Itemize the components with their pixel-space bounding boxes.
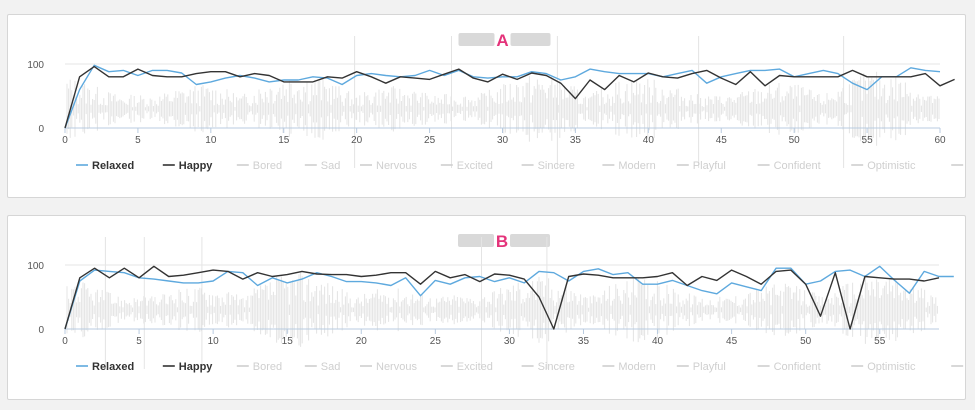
legend-item-sad[interactable]: Sad (304, 160, 341, 172)
legend-label: Playful (693, 361, 726, 373)
chart-b-svg: B 0 100 0 5 10 15 20 25 30 35 40 45 50 55 Relaxed Happy B… (27, 232, 965, 373)
chart-legend: Relaxed Happy Bored Sad Nervous Excited Sincer… (76, 361, 965, 373)
x-tick-label: 10 (205, 135, 217, 146)
legend-item-modern[interactable]: Modern (602, 361, 656, 373)
legend-item-authentic[interactable]: Authentic (951, 160, 965, 172)
x-tick-label: 5 (135, 135, 141, 146)
chart-legend: Relaxed Happy Bored Sad Nervous Excited Sincer… (76, 160, 965, 172)
legend-item-excited[interactable]: Excited (440, 361, 493, 373)
chart-title-letter: B (496, 232, 508, 251)
legend-item-optimistic[interactable]: Optimistic (851, 160, 916, 172)
legend-label: Excited (457, 361, 493, 373)
chart-title-letter: A (496, 31, 508, 50)
legend-item-sincere[interactable]: Sincere (521, 160, 575, 172)
legend-label: Playful (693, 160, 726, 172)
x-tick-label: 5 (136, 336, 142, 347)
legend-item-happy[interactable]: Happy (162, 361, 214, 373)
x-tick-label: 60 (934, 135, 946, 146)
waveform-background (66, 36, 940, 168)
legend-item-relaxed[interactable]: Relaxed (76, 160, 134, 172)
legend-item-nervous[interactable]: Nervous (360, 160, 417, 172)
legend-label: Optimistic (867, 160, 916, 172)
x-tick-label: 55 (874, 336, 886, 347)
x-tick-label: 15 (282, 336, 294, 347)
series-line-happy[interactable] (64, 65, 955, 129)
x-tick-label: 50 (789, 135, 801, 146)
y-tick-label: 100 (27, 261, 44, 272)
x-tick-label: 30 (497, 135, 509, 146)
y-tick-label: 100 (27, 60, 44, 71)
x-tick-label: 10 (208, 336, 220, 347)
x-tick-label: 20 (356, 336, 368, 347)
x-tick-label: 0 (62, 135, 68, 146)
x-tick-label: 35 (578, 336, 590, 347)
legend-label: Sincere (538, 361, 575, 373)
legend-label: Happy (179, 361, 214, 373)
legend-label: Sad (321, 160, 341, 172)
legend-item-bored[interactable]: Bored (236, 361, 282, 373)
waveform-background (66, 237, 938, 369)
x-tick-label: 30 (504, 336, 516, 347)
title-obscured-left (458, 234, 494, 247)
chart-title: A (458, 31, 551, 50)
legend-item-sad[interactable]: Sad (304, 361, 341, 373)
legend-item-sincere[interactable]: Sincere (521, 361, 575, 373)
series-line-happy[interactable] (64, 265, 940, 330)
x-tick-label: 15 (278, 135, 290, 146)
chart-title: B (458, 232, 550, 251)
legend-label: Confident (774, 361, 821, 373)
legend-item-relaxed[interactable]: Relaxed (76, 361, 134, 373)
chart-panel-b: B 0 100 0 5 10 15 20 25 30 35 40 45 50 55 Relaxed Happy B… (7, 215, 966, 400)
x-tick-label: 40 (643, 135, 655, 146)
legend-label: Modern (618, 361, 655, 373)
legend-label: Confident (774, 160, 821, 172)
legend-label: Relaxed (92, 160, 134, 172)
legend-label: Optimistic (867, 361, 916, 373)
x-tick-label: 55 (862, 135, 874, 146)
legend-label: Excited (457, 160, 493, 172)
chart-panel-a: A 0 100 0 5 10 15 20 25 30 35 40 45 50 55 60 Relaxed Happ… (7, 14, 966, 198)
legend-label: Bored (253, 160, 282, 172)
x-tick-label: 25 (424, 135, 436, 146)
x-tick-label: 25 (430, 336, 442, 347)
legend-label: Sad (321, 361, 341, 373)
chart-a-svg: A 0 100 0 5 10 15 20 25 30 35 40 45 50 55 60 Relaxed Happ… (27, 31, 965, 172)
legend-item-playful[interactable]: Playful (676, 361, 726, 373)
title-obscured-left (458, 33, 495, 46)
legend-label: Nervous (376, 160, 417, 172)
x-tick-label: 45 (716, 135, 728, 146)
legend-item-optimistic[interactable]: Optimistic (851, 361, 916, 373)
legend-item-nervous[interactable]: Nervous (360, 361, 417, 373)
x-tick-label: 50 (800, 336, 812, 347)
x-tick-label: 40 (652, 336, 664, 347)
x-tick-label: 0 (62, 336, 68, 347)
legend-item-happy[interactable]: Happy (162, 160, 214, 172)
legend-label: Nervous (376, 361, 417, 373)
legend-label: Relaxed (92, 361, 134, 373)
legend-item-playful[interactable]: Playful (676, 160, 726, 172)
legend-item-authentic[interactable]: Authentic (951, 361, 965, 373)
title-obscured-right (510, 234, 550, 247)
legend-label: Sincere (538, 160, 575, 172)
legend-item-excited[interactable]: Excited (440, 160, 493, 172)
legend-item-confident[interactable]: Confident (757, 361, 821, 373)
legend-item-bored[interactable]: Bored (236, 160, 282, 172)
legend-item-confident[interactable]: Confident (757, 160, 821, 172)
x-tick-label: 20 (351, 135, 363, 146)
x-tick-label: 35 (570, 135, 582, 146)
title-obscured-right (510, 33, 551, 46)
legend-label: Bored (253, 361, 282, 373)
legend-label: Modern (618, 160, 655, 172)
legend-item-modern[interactable]: Modern (602, 160, 656, 172)
y-tick-label: 0 (38, 124, 44, 135)
y-tick-label: 0 (38, 325, 44, 336)
legend-label: Happy (179, 160, 214, 172)
x-tick-label: 45 (726, 336, 738, 347)
